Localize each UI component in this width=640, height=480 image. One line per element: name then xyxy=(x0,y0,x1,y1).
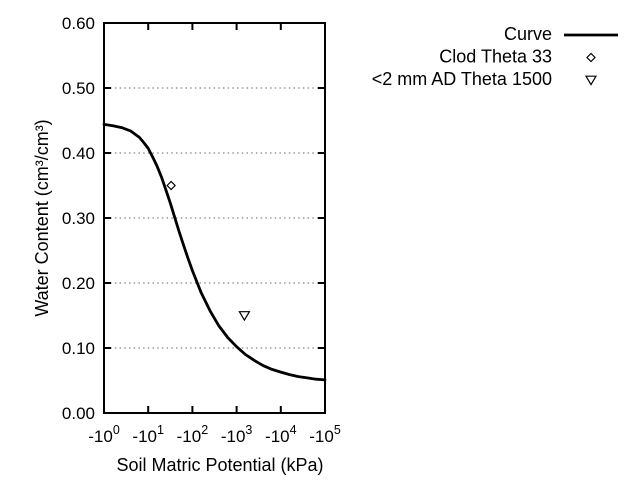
x-tick-label: -103 xyxy=(221,423,253,446)
legend: Curve Clod Theta 33<2 mm AD Theta 1500 xyxy=(372,24,618,89)
y-tick-label: 0.10 xyxy=(62,339,95,358)
legend-label: <2 mm AD Theta 1500 xyxy=(372,69,552,89)
x-tick-label: -100 xyxy=(88,423,120,446)
y-tick-label: 0.40 xyxy=(62,144,95,163)
y-tick-label: 0.50 xyxy=(62,79,95,98)
y-tick-label: 0.30 xyxy=(62,209,95,228)
x-tick-label: -104 xyxy=(265,423,297,446)
legend-marker-triangle-down xyxy=(584,75,598,86)
data-point-2-mm-ad-theta-1500 xyxy=(238,311,251,322)
legend-item-2-mm-ad-theta-1500: <2 mm AD Theta 1500 xyxy=(372,69,598,89)
x-tick-label: -101 xyxy=(132,423,164,446)
retention-curve xyxy=(102,123,327,382)
data-point-clod-theta-33 xyxy=(166,180,176,191)
legend-item-curve: Curve xyxy=(504,24,618,44)
x-tick-label: -105 xyxy=(309,423,341,446)
y-tick-label: 0.20 xyxy=(62,274,95,293)
x-axis-title: Soil Matric Potential (kPa) xyxy=(116,455,323,475)
legend-marker-diamond xyxy=(586,52,596,63)
x-tick-label: -102 xyxy=(177,423,209,446)
plot-area: 0.00 0.10 0.20 0.30 0.40 0.50 0.60 -100 -101 -102… xyxy=(62,14,341,446)
legend-label: Clod Theta 33 xyxy=(439,47,552,67)
legend-item-clod-theta-33: Clod Theta 33 xyxy=(439,47,596,67)
y-axis-title: Water Content (cm³/cm³) xyxy=(32,119,52,316)
legend-label: Curve xyxy=(504,24,552,44)
y-tick-label: 0.00 xyxy=(62,404,95,423)
y-tick-label: 0.60 xyxy=(62,14,95,33)
